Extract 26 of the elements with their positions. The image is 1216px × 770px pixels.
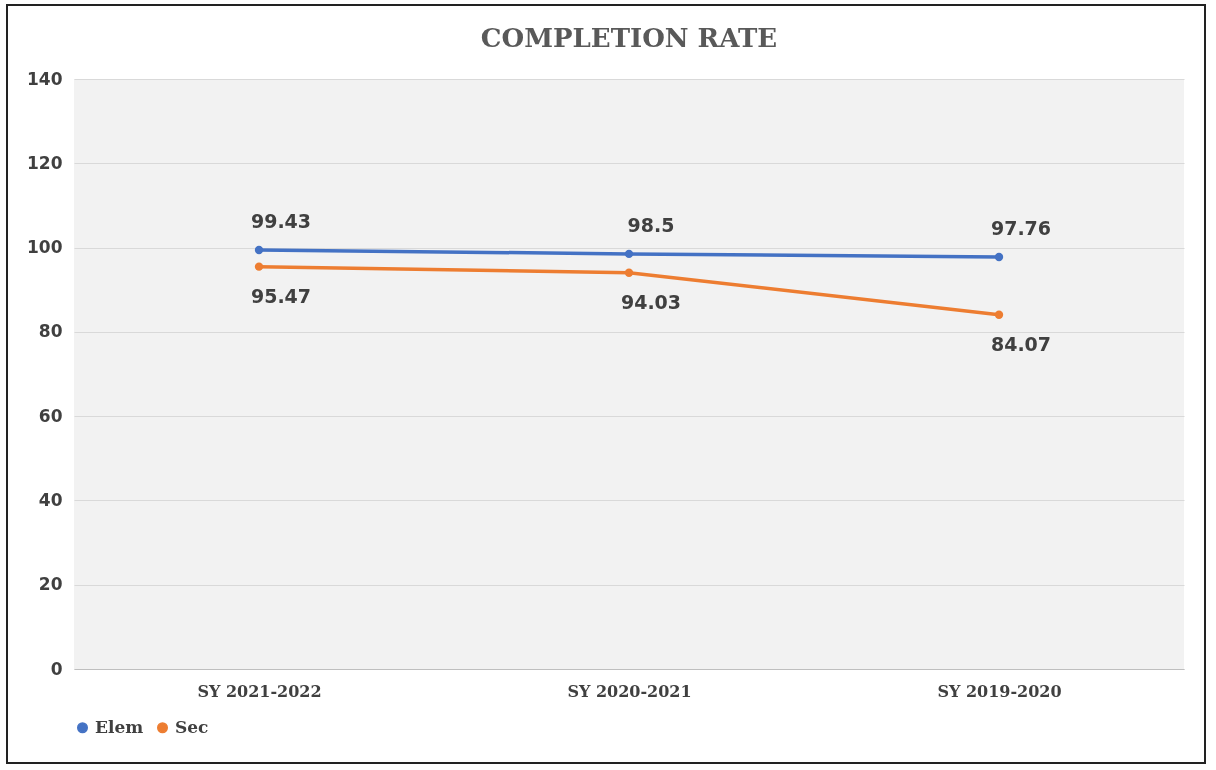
y-tick-label: 140 — [27, 68, 63, 89]
legend-label: Elem — [95, 716, 144, 737]
data-label: 84.07 — [990, 332, 1052, 355]
y-tick-label: 20 — [38, 574, 63, 595]
point — [254, 262, 264, 271]
y-tick-label: 100 — [27, 237, 63, 258]
y-tick-label: 0 — [50, 658, 63, 679]
data-label: 99.43 — [250, 209, 312, 232]
data-label: 97.76 — [990, 217, 1052, 240]
data-label: 94.03 — [620, 290, 682, 313]
legend-label: Sec — [175, 716, 209, 737]
x-tick-label: SY 2020-2021 — [567, 681, 692, 701]
y-tick-label: 80 — [38, 321, 63, 342]
point — [624, 249, 634, 259]
point — [994, 252, 1004, 262]
data-label: 98.5 — [627, 213, 675, 236]
y-tick-label: 60 — [38, 405, 63, 426]
point — [624, 268, 634, 277]
y-tick-label: 120 — [27, 152, 63, 173]
y-tick-label: 40 — [38, 489, 63, 510]
point — [994, 310, 1004, 319]
chart-title: COMPLETION RATE — [480, 23, 778, 53]
point — [254, 245, 264, 255]
x-tick-label: SY 2019-2020 — [937, 681, 1062, 701]
x-tick-label: SY 2021-2022 — [197, 681, 322, 701]
data-label: 95.47 — [250, 284, 312, 307]
